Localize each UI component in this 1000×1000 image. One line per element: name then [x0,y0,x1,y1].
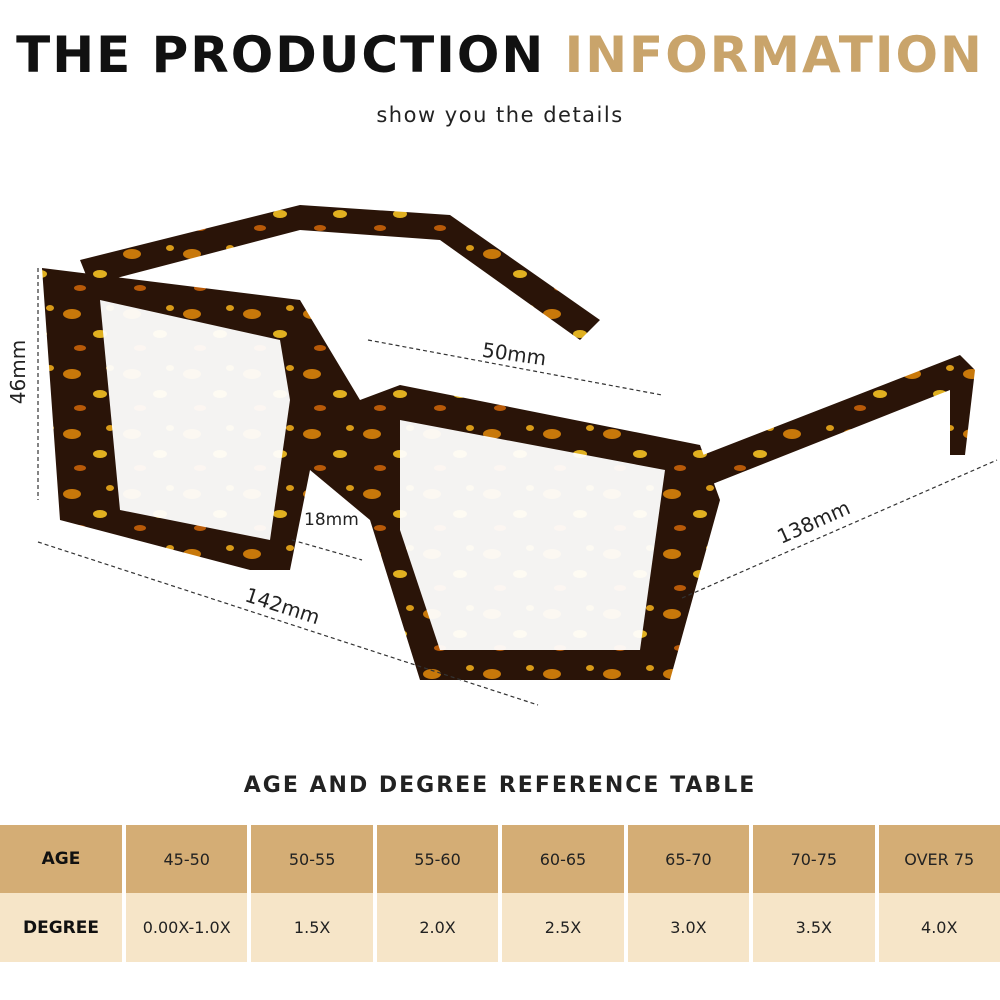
table-cell: 1.5X [251,893,373,962]
table-title: AGE AND DEGREE REFERENCE TABLE [243,773,757,798]
page-title: THE PRODUCTION INFORMATION [16,26,984,84]
table-cell: 60-65 [502,825,624,893]
table-cell: 55-60 [376,825,499,893]
table-cell: 3.5X [753,893,875,962]
subtitle: show you the details [376,103,624,127]
table-cell: 2.0X [376,893,499,962]
table-cell: 0.00X-1.0X [126,893,248,962]
table-cell: 45-50 [126,825,248,893]
temple-left [80,205,600,340]
table-cell: 65-70 [627,825,750,893]
frame-front [42,268,720,680]
table-cell: 70-75 [753,825,875,893]
row-label: DEGREE [0,893,122,962]
table-cell: 3.0X [627,893,750,962]
bridge-label: 18mm [304,510,359,530]
table-cell: 2.5X [502,893,624,962]
table-cell: OVER 75 [878,825,1000,893]
table-row-age: AGE 45-50 50-55 55-60 60-65 65-70 70-75 … [0,825,1000,893]
table-cell: 4.0X [878,893,1000,962]
row-label: AGE [0,825,122,893]
temple-right [690,355,975,485]
lens-height-label: 46mm [6,339,31,405]
dimension-lines [37,268,998,706]
table-cell: 50-55 [251,825,373,893]
glasses-illustration [37,205,998,706]
table-row-degree: DEGREE 0.00X-1.0X 1.5X 2.0X 2.5X 3.0X 3.… [0,893,1000,962]
